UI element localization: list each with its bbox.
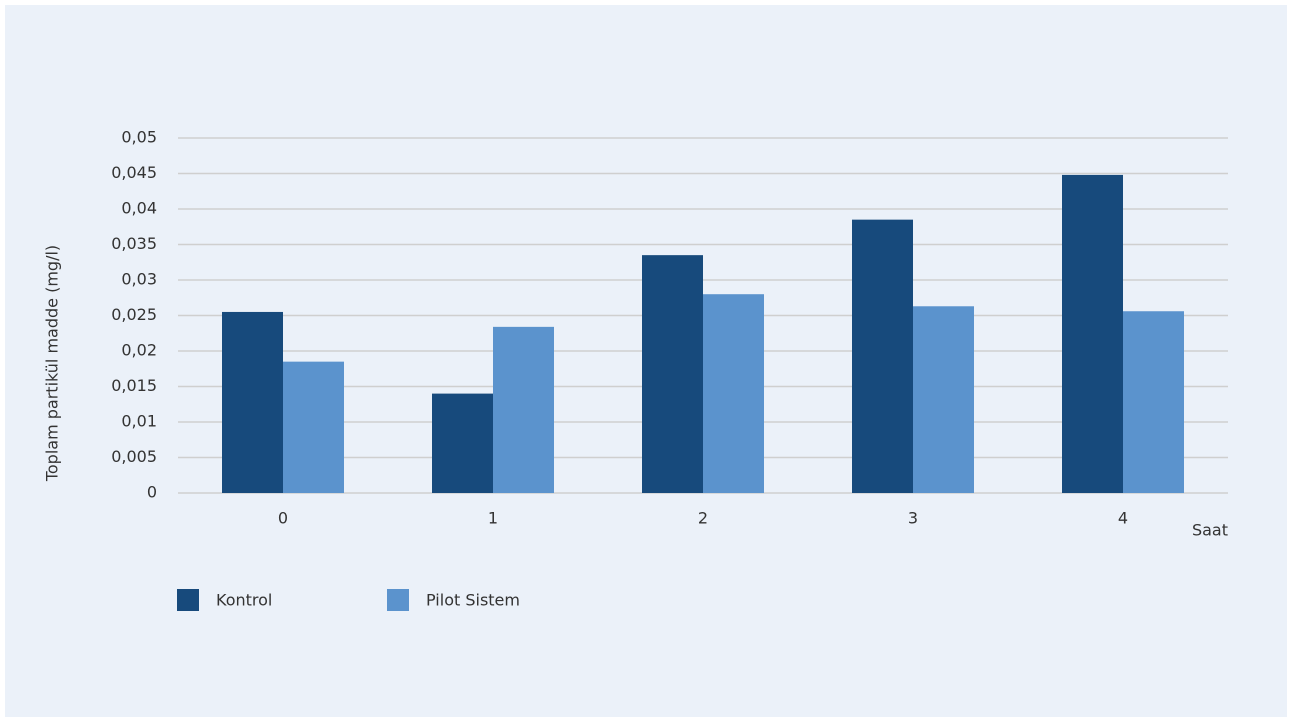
y-tick-label: 0,01 <box>121 412 157 431</box>
y-tick-label: 0,015 <box>111 376 157 395</box>
bar <box>493 326 554 493</box>
y-tick-label: 0,03 <box>121 270 157 289</box>
y-tick-label: 0 <box>147 483 157 502</box>
bar <box>642 255 703 493</box>
legend-label: Kontrol <box>216 591 272 610</box>
bar <box>222 311 283 493</box>
legend-swatch <box>177 589 199 611</box>
y-tick-label: 0,005 <box>111 447 157 466</box>
bar <box>703 294 764 493</box>
y-tick-label: 0,035 <box>111 234 157 253</box>
x-tick-label: 1 <box>488 509 498 528</box>
y-tick-label: 0,045 <box>111 163 157 182</box>
x-tick-label: 0 <box>278 509 288 528</box>
bar <box>852 219 913 493</box>
y-tick-label: 0,05 <box>121 128 157 147</box>
y-tick-label: 0,04 <box>121 199 157 218</box>
bar <box>1062 174 1123 494</box>
bar <box>283 361 344 493</box>
legend-label: Pilot Sistem <box>426 591 520 610</box>
y-tick-label: 0,02 <box>121 341 157 360</box>
y-axis-label: Toplam partikül madde (mg/l) <box>43 245 62 482</box>
y-tick-label: 0,025 <box>111 305 157 324</box>
x-axis-label: Saat <box>1192 521 1228 540</box>
bar <box>1123 311 1184 493</box>
x-tick-label: 4 <box>1118 509 1128 528</box>
bar <box>913 306 974 493</box>
x-tick-label: 3 <box>908 509 918 528</box>
legend-swatch <box>387 589 409 611</box>
x-tick-label: 2 <box>698 509 708 528</box>
bar <box>432 393 493 493</box>
